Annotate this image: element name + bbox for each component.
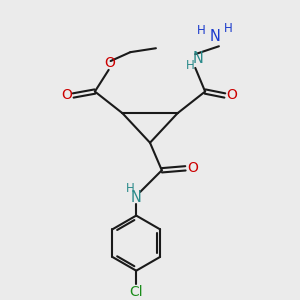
Text: H: H <box>197 24 206 37</box>
Text: N: N <box>193 51 204 66</box>
Text: Cl: Cl <box>129 285 143 299</box>
Text: O: O <box>104 56 115 70</box>
Text: H: H <box>126 182 135 194</box>
Text: N: N <box>209 29 220 44</box>
Text: O: O <box>226 88 237 103</box>
Text: O: O <box>187 161 198 175</box>
Text: N: N <box>131 190 142 206</box>
Text: H: H <box>186 59 195 73</box>
Text: O: O <box>61 88 72 103</box>
Text: H: H <box>224 22 233 35</box>
